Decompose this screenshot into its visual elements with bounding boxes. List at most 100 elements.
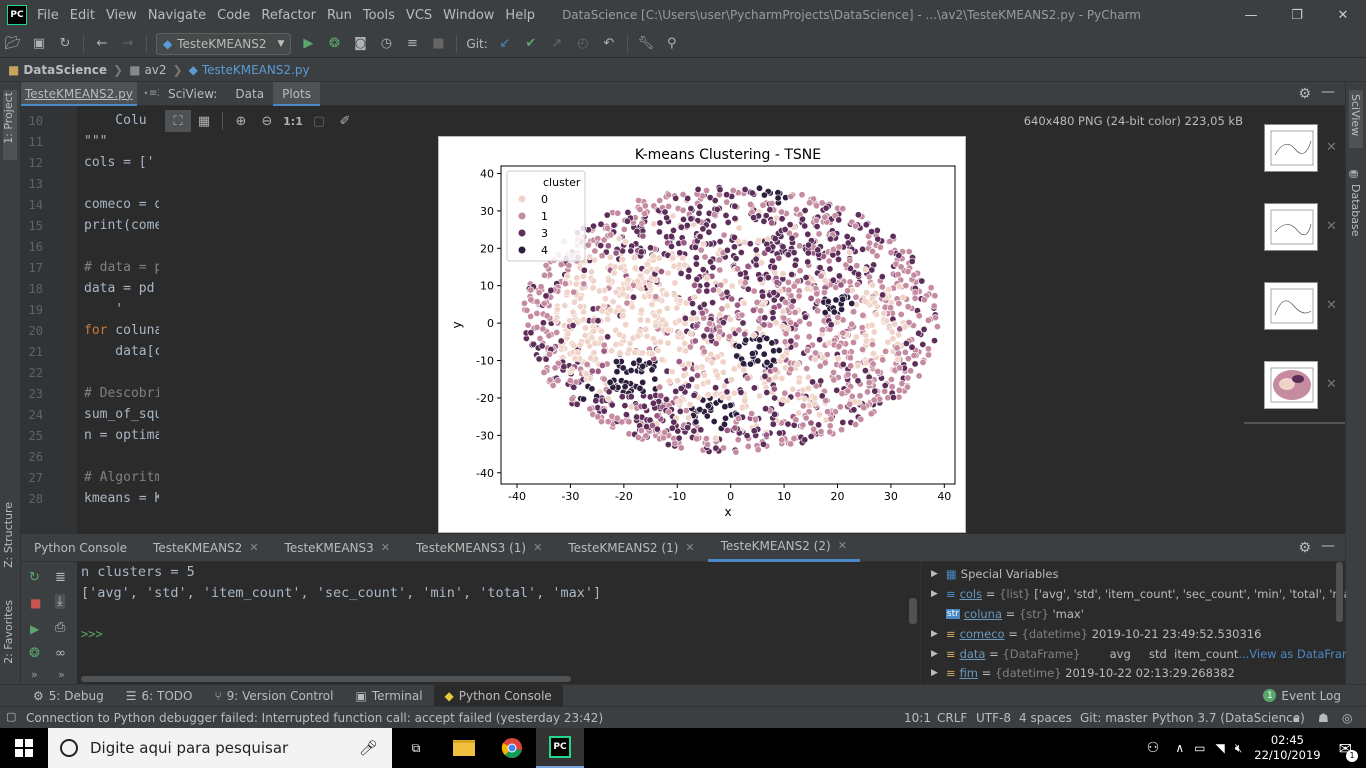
- run-icon[interactable]: ▶: [30, 622, 40, 636]
- windows-start-icon[interactable]: [0, 728, 48, 768]
- people-icon[interactable]: ⚇: [1146, 740, 1160, 756]
- rerun-icon[interactable]: ↻: [29, 570, 40, 585]
- code-line[interactable]: for coluna: [84, 323, 159, 338]
- stop-icon[interactable]: ■: [432, 36, 445, 51]
- plot-thumbnail[interactable]: [1264, 124, 1318, 172]
- console-scrollbar[interactable]: [909, 598, 917, 624]
- editor-tab-file[interactable]: TesteKMEANS2.py: [21, 81, 137, 106]
- tool-version-control[interactable]: ⑂ 9: Version Control: [214, 688, 334, 703]
- menu-navigate[interactable]: Navigate: [147, 7, 207, 23]
- show-variables-icon[interactable]: ∞: [55, 646, 66, 661]
- line-separator[interactable]: CRLF: [937, 711, 968, 725]
- forward-arrow-icon[interactable]: →: [122, 36, 134, 51]
- gear-icon[interactable]: ⚙: [1298, 540, 1311, 556]
- close-thumbnail-icon[interactable]: ✕: [1326, 140, 1337, 155]
- breadcrumb-folder[interactable]: ■ av2: [129, 62, 167, 77]
- zoom-out-icon[interactable]: ⊖: [261, 113, 273, 129]
- fit-to-screen-icon[interactable]: ⛶: [165, 110, 191, 132]
- tab-data[interactable]: Data: [235, 86, 265, 101]
- variable-row[interactable]: ▶ ≡ data = {DataFrame} avg std item_coun…: [921, 644, 1346, 664]
- lock-icon[interactable]: 🔒︎: [1293, 711, 1300, 725]
- code-line[interactable]: data[c: [84, 344, 159, 359]
- code-line[interactable]: print(come: [84, 218, 159, 233]
- menu-tools[interactable]: Tools: [362, 7, 395, 23]
- run-configuration-select[interactable]: ◆ TesteKMEANS2 ▼: [156, 32, 292, 55]
- color-picker-icon[interactable]: ✐: [339, 113, 351, 129]
- back-arrow-icon[interactable]: ←: [96, 36, 108, 51]
- code-line[interactable]: # data = p: [84, 260, 159, 275]
- tab-project[interactable]: 1: Project: [2, 92, 15, 144]
- breadcrumb-file[interactable]: ◆ TesteKMEANS2.py: [188, 62, 310, 77]
- git-history-icon[interactable]: ◴: [577, 36, 589, 51]
- tab-structure[interactable]: Z: Structure: [2, 502, 15, 568]
- tab-plots[interactable]: Plots: [273, 81, 320, 106]
- expand-arrow-icon[interactable]: ▶: [931, 629, 938, 639]
- menu-run[interactable]: Run: [326, 7, 352, 23]
- code-line[interactable]: Colu: [84, 113, 147, 128]
- inspector-icon[interactable]: ☗: [1318, 711, 1329, 725]
- variable-row[interactable]: ▶ ▦ Special Variables: [931, 567, 1059, 581]
- console-prompt[interactable]: >>>: [81, 627, 103, 641]
- microphone-icon[interactable]: 🎤︎: [358, 739, 378, 757]
- clock[interactable]: 02:45 22/10/2019: [1254, 733, 1321, 762]
- print-icon[interactable]: ⎙: [55, 620, 66, 635]
- tool-debug[interactable]: ⚙ 5: Debug: [33, 688, 104, 703]
- more-icon[interactable]: »: [31, 668, 38, 681]
- menu-file[interactable]: File: [37, 7, 59, 23]
- interpreter[interactable]: Python 3.7 (DataScience): [1152, 711, 1305, 725]
- variable-row[interactable]: ▶ ≡ fim = {datetime} 2019-10-22 02:13:29…: [931, 666, 1235, 680]
- plot-thumbnail-selected[interactable]: [1264, 361, 1318, 409]
- volume-muted-icon[interactable]: 🔇︎: [1234, 740, 1243, 755]
- concurrency-icon[interactable]: ≡: [406, 36, 418, 51]
- code-line[interactable]: sum_of_squ: [84, 407, 159, 422]
- scroll-to-end-icon[interactable]: ⤓: [55, 594, 65, 609]
- code-line[interactable]: cols = [': [84, 155, 155, 170]
- menu-help[interactable]: Help: [505, 7, 536, 23]
- tab-console-run[interactable]: TesteKMEANS3 (1) ✕: [403, 534, 555, 562]
- tab-console-run[interactable]: TesteKMEANS2 ✕: [140, 534, 271, 562]
- chevron-up-icon[interactable]: ∧: [1175, 741, 1185, 755]
- expand-arrow-icon[interactable]: ▶: [931, 668, 938, 678]
- tab-console-run[interactable]: TesteKMEANS3 ✕: [272, 534, 403, 562]
- caret-position[interactable]: 10:1: [904, 711, 931, 725]
- task-view-icon[interactable]: ⧉: [411, 740, 421, 755]
- git-branch[interactable]: Git: master: [1080, 711, 1148, 725]
- code-line[interactable]: kmeans = K: [84, 491, 159, 506]
- tab-sciview[interactable]: SciView: [1349, 94, 1362, 137]
- git-commit-check-icon[interactable]: ✔: [525, 36, 537, 51]
- close-thumbnail-icon[interactable]: ✕: [1326, 219, 1337, 234]
- expand-arrow-icon[interactable]: ▶: [931, 569, 938, 579]
- code-line[interactable]: n = optima: [84, 428, 159, 443]
- console-h-scrollbar[interactable]: [81, 676, 571, 682]
- settings-wrench-icon[interactable]: 🔧︎: [637, 36, 655, 51]
- code-line[interactable]: comeco = d: [84, 197, 159, 212]
- indent-setting[interactable]: 4 spaces: [1019, 711, 1072, 725]
- zoom-in-icon[interactable]: ⊕: [235, 113, 247, 129]
- variables-scrollbar[interactable]: [1336, 562, 1343, 622]
- code-line[interactable]: ': [84, 302, 124, 317]
- close-tab-icon[interactable]: ✕: [837, 539, 847, 552]
- close-tab-icon[interactable]: ✕: [380, 540, 391, 554]
- pycharm-taskbar-icon[interactable]: PC: [536, 728, 584, 768]
- gear-icon[interactable]: ⚙: [1298, 86, 1311, 102]
- close-thumbnail-icon[interactable]: ✕: [1326, 298, 1337, 313]
- taskbar-search[interactable]: Digite aqui para pesquisar 🎤︎: [48, 728, 392, 768]
- event-log-button[interactable]: 1 Event Log: [1252, 685, 1352, 707]
- revert-icon[interactable]: ↶: [603, 36, 615, 51]
- git-update-icon[interactable]: ↙: [499, 36, 511, 51]
- menu-window[interactable]: Window: [443, 7, 495, 23]
- console-output[interactable]: n clusters = 5 ['avg', 'std', 'item_coun…: [77, 562, 920, 684]
- hide-panel-icon[interactable]: —: [1321, 84, 1335, 100]
- tab-overflow-icon[interactable]: ⋆≡2: [142, 88, 164, 99]
- menu-vcs[interactable]: VCS: [405, 7, 433, 23]
- file-encoding[interactable]: UTF-8: [976, 711, 1011, 725]
- close-thumbnail-icon[interactable]: ✕: [1326, 377, 1337, 392]
- debug-bug-icon[interactable]: ❂: [328, 36, 340, 51]
- menu-view[interactable]: View: [105, 7, 137, 23]
- tool-terminal[interactable]: ▣ Terminal: [355, 688, 423, 703]
- close-tab-icon[interactable]: ✕: [685, 540, 695, 554]
- view-as-dataframe-link[interactable]: ...View as DataFrame: [1238, 647, 1346, 661]
- run-icon[interactable]: ▶: [303, 36, 314, 51]
- tab-database[interactable]: Database: [1349, 184, 1362, 237]
- code-line[interactable]: # Algoritm: [84, 470, 159, 485]
